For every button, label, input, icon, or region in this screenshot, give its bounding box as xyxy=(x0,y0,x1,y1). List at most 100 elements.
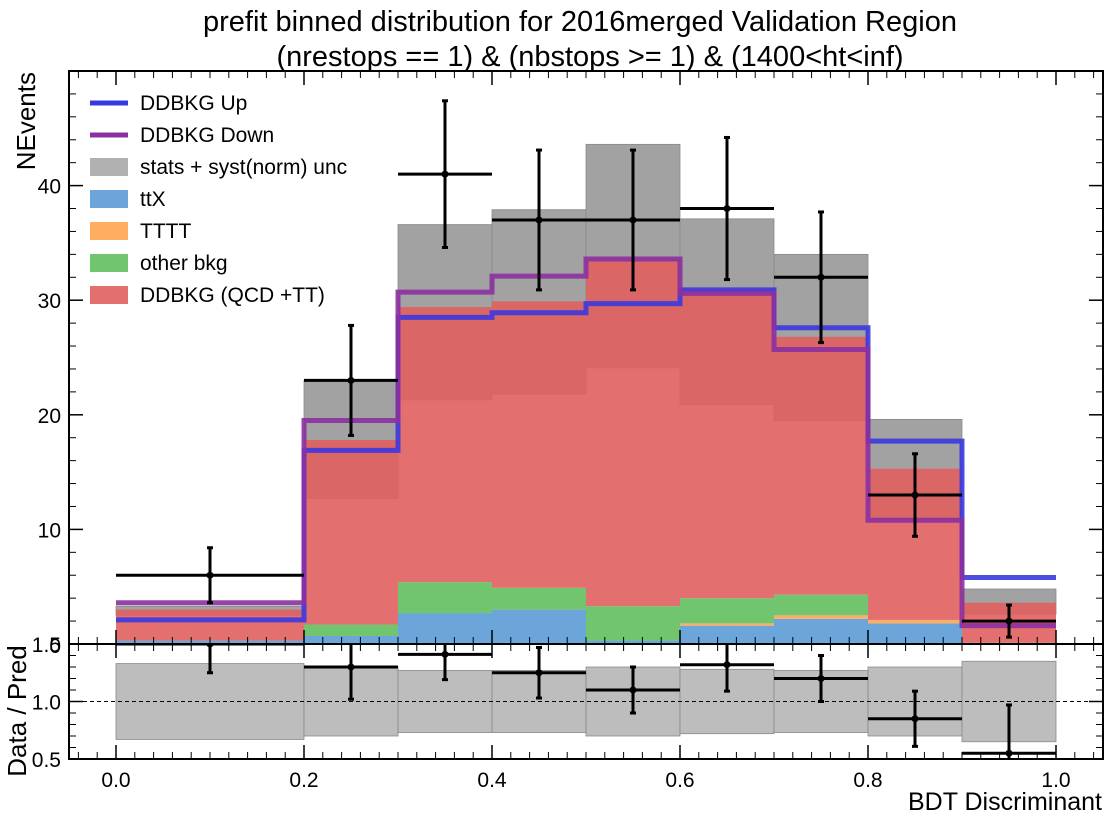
stack-bar-ddbkg-qcd-tt- xyxy=(586,258,680,607)
legend-label: DDBKG (QCD +TT) xyxy=(140,284,325,307)
stack-bar-ttx xyxy=(774,618,868,644)
stack-bar-ttx xyxy=(492,609,586,644)
ratio-content xyxy=(69,644,1103,759)
legend-patch-swatch xyxy=(90,158,128,176)
data-point xyxy=(680,135,774,282)
data-marker xyxy=(206,571,214,579)
data-point xyxy=(586,148,680,292)
data-point xyxy=(962,603,1056,639)
x-tick-label: 0.0 xyxy=(101,769,130,792)
ratio-point xyxy=(492,645,586,700)
x-tick-label: 0.6 xyxy=(665,769,694,792)
data-points-layer xyxy=(116,99,1056,639)
legend-label: TTTT xyxy=(140,220,191,243)
stack-bar-ttx xyxy=(680,625,774,644)
stack-bar-other-bkg xyxy=(304,624,398,636)
ratio-point xyxy=(304,644,398,701)
stack-bar-tttt xyxy=(680,623,774,626)
data-point xyxy=(116,546,304,605)
ratio-marker xyxy=(535,669,543,677)
ratio-point xyxy=(680,644,774,693)
data-marker xyxy=(535,216,543,224)
legend-entry: stats + syst(norm) unc xyxy=(90,156,347,179)
legend-label: ttX xyxy=(140,188,166,211)
ratio-marker xyxy=(723,661,731,669)
legend-label: DDBKG Down xyxy=(140,124,274,147)
legend-entry: ttX xyxy=(90,188,166,211)
stack-bar-ddbkg-qcd-tt- xyxy=(492,301,586,588)
legend-entry: TTTT xyxy=(90,220,191,243)
line-ddbkg-up xyxy=(116,287,1056,623)
stack-bar-other-bkg xyxy=(492,587,586,610)
legend-label: other bkg xyxy=(140,252,228,275)
stack-bar-ddbkg-qcd-tt- xyxy=(774,336,868,595)
data-marker xyxy=(723,205,731,213)
axes-layer: 0.0 0.2 0.4 0.6 0.8 1.0 10 20 30 40 0.5 1.0 1.5 xyxy=(32,70,1104,792)
ratio-layer xyxy=(69,644,1103,759)
y-tick-label: 40 xyxy=(38,176,61,199)
x-tick-label: 0.2 xyxy=(289,769,318,792)
data-point xyxy=(774,210,868,345)
stack-bar-ddbkg-qcd-tt- xyxy=(116,609,304,641)
stack-bar-ddbkg-qcd-tt- xyxy=(680,288,774,599)
legend: DDBKG Up DDBKG Down stats + syst(norm) unc… xyxy=(90,92,347,307)
data-marker xyxy=(441,170,449,178)
chart-title: prefit binned distribution for 2016merge… xyxy=(203,6,957,38)
legend-label: DDBKG Up xyxy=(140,92,247,115)
ratio-point xyxy=(586,665,680,715)
ratio-point xyxy=(868,689,962,748)
ratio-y-tick-label: 1.0 xyxy=(32,692,61,715)
stack-layer xyxy=(116,258,1056,644)
stack-bar-ttx xyxy=(586,640,680,644)
data-marker xyxy=(347,376,355,384)
legend-entry: DDBKG Up xyxy=(90,92,247,115)
stack-bar-other-bkg xyxy=(680,598,774,624)
x-tick-label: 0.8 xyxy=(853,769,882,792)
stack-bar-other-bkg xyxy=(774,594,868,616)
ratio-marker xyxy=(911,715,919,723)
ratio-y-axis-label: Data / Pred xyxy=(2,645,32,777)
data-marker xyxy=(629,216,637,224)
x-tick-label: 1.0 xyxy=(1041,769,1070,792)
stack-bar-other-bkg xyxy=(586,606,680,641)
main-zero-tick-label: 0 xyxy=(49,635,61,658)
data-point xyxy=(868,452,962,538)
legend-patch-swatch xyxy=(90,222,128,240)
x-axis-label: BDT Discriminant xyxy=(908,788,1102,816)
chart-subtitle: (nrestops == 1) & (nbstops >= 1) & (1400… xyxy=(276,41,903,73)
legend-entry: other bkg xyxy=(90,252,228,275)
stack-bar-ddbkg-qcd-tt- xyxy=(398,307,492,583)
y-axis-label: NEvents xyxy=(11,72,41,170)
text-layer: prefit binned distribution for 2016merge… xyxy=(2,6,1102,816)
y-tick-label: 10 xyxy=(38,519,61,542)
stack-bar-tttt xyxy=(774,615,868,619)
ratio-marker xyxy=(817,675,825,682)
ratio-point xyxy=(962,703,1056,759)
legend-label: stats + syst(norm) unc xyxy=(140,156,347,179)
legend-entry: DDBKG Down xyxy=(90,124,274,147)
ratio-y-tick-label: 1.5 xyxy=(32,634,61,657)
legend-patch-swatch xyxy=(90,190,128,208)
data-marker xyxy=(911,491,919,499)
data-point xyxy=(492,148,586,292)
data-point xyxy=(304,323,398,437)
ratio-point xyxy=(774,654,868,703)
data-marker xyxy=(817,273,825,281)
legend-entry: DDBKG (QCD +TT) xyxy=(90,284,325,307)
ratio-marker xyxy=(629,686,637,694)
stack-bar-tttt xyxy=(868,619,962,624)
ratio-marker xyxy=(1005,749,1013,757)
y-tick-label: 20 xyxy=(38,405,61,428)
legend-patch-swatch xyxy=(90,286,128,304)
ratio-marker xyxy=(441,650,449,658)
x-tick-label: 0.4 xyxy=(477,769,507,792)
stack-bar-ttx xyxy=(398,613,492,644)
y-tick-label: 30 xyxy=(38,290,61,313)
stack-bar-ddbkg-qcd-tt- xyxy=(304,440,398,625)
data-point xyxy=(398,99,492,249)
ratio-marker xyxy=(347,663,355,671)
stack-bar-ttx xyxy=(868,623,962,644)
stack-bar-ttx xyxy=(304,635,398,644)
